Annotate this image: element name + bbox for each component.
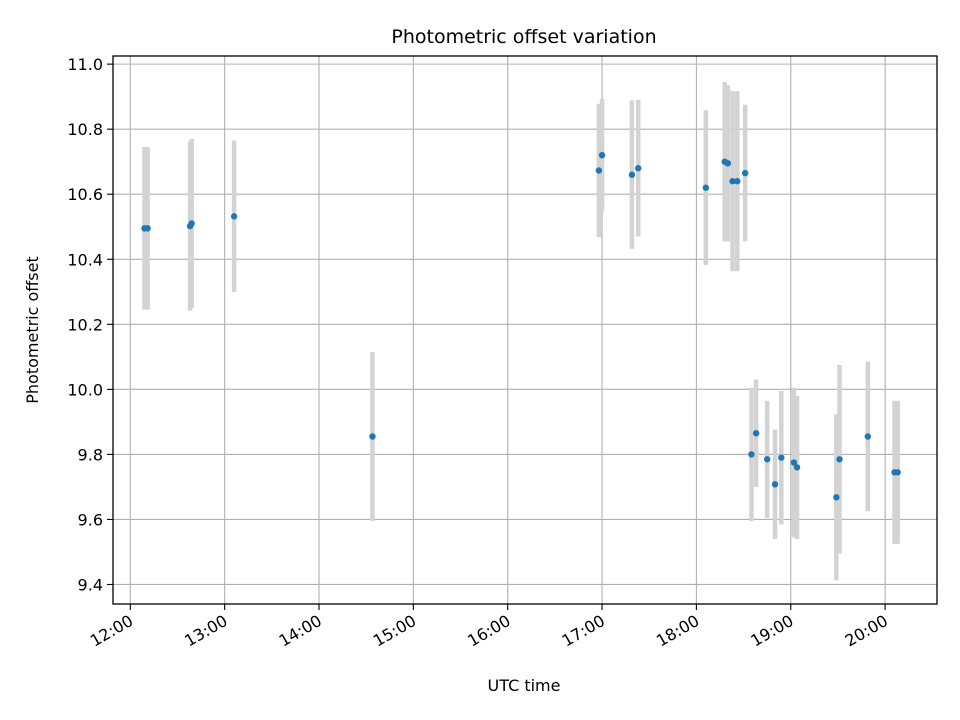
data-point [635, 165, 642, 172]
plot-frame [112, 55, 938, 605]
data-point [702, 184, 710, 191]
data-point [598, 151, 606, 159]
data-point [595, 167, 603, 174]
data-point [734, 178, 741, 185]
data-point [836, 456, 843, 463]
y-tick-label: 9.6 [78, 510, 103, 529]
data-point [724, 160, 732, 167]
y-tick-label: 10.6 [67, 185, 103, 204]
data-point [790, 459, 798, 466]
x-axis-label: UTC time [488, 676, 561, 695]
y-axis-ticks: 9.4 9.6 9.8 10.0 10.2 10.4 10.6 10.8 11.0 [67, 55, 113, 594]
data-point [729, 178, 736, 185]
data-point [833, 494, 840, 501]
data-point [778, 454, 785, 461]
y-tick-label: 10.2 [67, 315, 103, 334]
y-tick-label: 10.4 [67, 250, 103, 269]
y-tick-label: 10.0 [67, 380, 103, 399]
data-point [763, 456, 771, 463]
data-point [771, 481, 779, 488]
y-tick-label: 9.8 [78, 445, 103, 464]
data-point [793, 464, 801, 471]
chart-title: Photometric offset variation [391, 26, 656, 48]
data-point [894, 469, 901, 476]
data-point [188, 220, 195, 227]
data-point [369, 433, 376, 440]
data-point [741, 169, 749, 177]
data-point [748, 451, 755, 458]
y-tick-label: 9.4 [78, 575, 103, 594]
data-point [144, 225, 151, 232]
data-point [230, 213, 238, 220]
data-points [141, 151, 901, 501]
data-point [752, 430, 760, 437]
y-axis-label: Photometric offset [23, 256, 42, 404]
y-tick-label: 11.0 [67, 55, 103, 74]
data-point [628, 171, 636, 178]
data-point [864, 433, 872, 440]
y-tick-label: 10.8 [67, 120, 103, 139]
